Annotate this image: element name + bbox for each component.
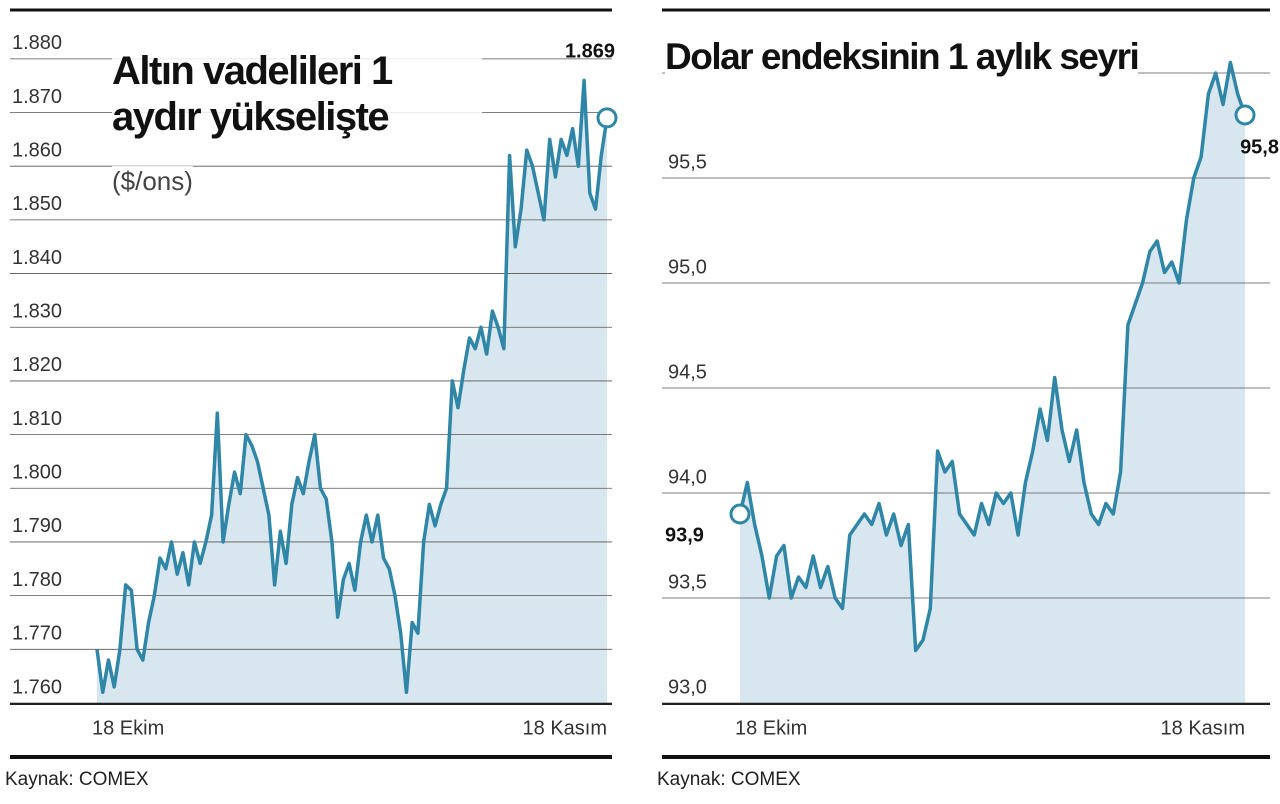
x-tick-label: 18 Kasım <box>1161 717 1245 739</box>
x-tick-label: 18 Ekim <box>92 717 164 739</box>
line <box>95 78 609 695</box>
y-tick-label: 95,5 <box>668 151 707 173</box>
y-tick-label: 94,5 <box>668 361 707 383</box>
y-tick-label: 1.830 <box>12 301 62 323</box>
y-tick-label: 1.860 <box>12 139 62 161</box>
y-tick-label: 1.780 <box>12 569 62 591</box>
plot: 93,093,594,094,595,095,596,0 <box>662 46 1270 704</box>
area <box>97 80 607 704</box>
chart-subtitle: ($/ons) <box>112 166 193 197</box>
chart-title: Dolar endeksinin 1 aylık seyri <box>665 34 1140 80</box>
y-tick-label: 1.820 <box>12 354 62 376</box>
y-tick-label: 93,5 <box>668 571 707 593</box>
y-tick-label: 1.880 <box>12 32 62 54</box>
y-tick-label: 1.790 <box>12 515 62 537</box>
area <box>740 62 1245 703</box>
x-tick-label: 18 Kasım <box>523 717 607 739</box>
y-tick-label: 1.810 <box>12 408 62 430</box>
y-tick-label: 1.870 <box>12 86 62 108</box>
end-point <box>1234 104 1256 126</box>
y-tick-label: 93,0 <box>668 676 707 698</box>
plot: 1.760 1.770 1.780 1.790 1.800 1.810 1.820 1.830… <box>10 32 612 704</box>
chart-title: Altın vadelileri 1 aydır yükselişte <box>112 48 482 140</box>
source: Kaynak: COMEX <box>5 769 149 790</box>
y-tick-label: 1.760 <box>12 676 62 698</box>
line <box>738 60 1247 653</box>
y-tick-label: 94,0 <box>668 466 707 488</box>
y-tick-label: 1.840 <box>12 247 62 269</box>
value-label: 93,9 <box>665 524 704 546</box>
y-tick-label: 95,0 <box>668 256 707 278</box>
value-label: 95,8 <box>1240 136 1279 158</box>
y-tick-label: 1.850 <box>12 193 62 215</box>
x-tick-label: 18 Ekim <box>735 717 807 739</box>
source: Kaynak: COMEX <box>657 769 801 790</box>
end-point <box>596 107 618 129</box>
y-tick-label: 1.800 <box>12 462 62 484</box>
end-point <box>729 503 751 525</box>
y-tick-label: 1.770 <box>12 623 62 645</box>
value-label: 1.869 <box>565 40 615 62</box>
